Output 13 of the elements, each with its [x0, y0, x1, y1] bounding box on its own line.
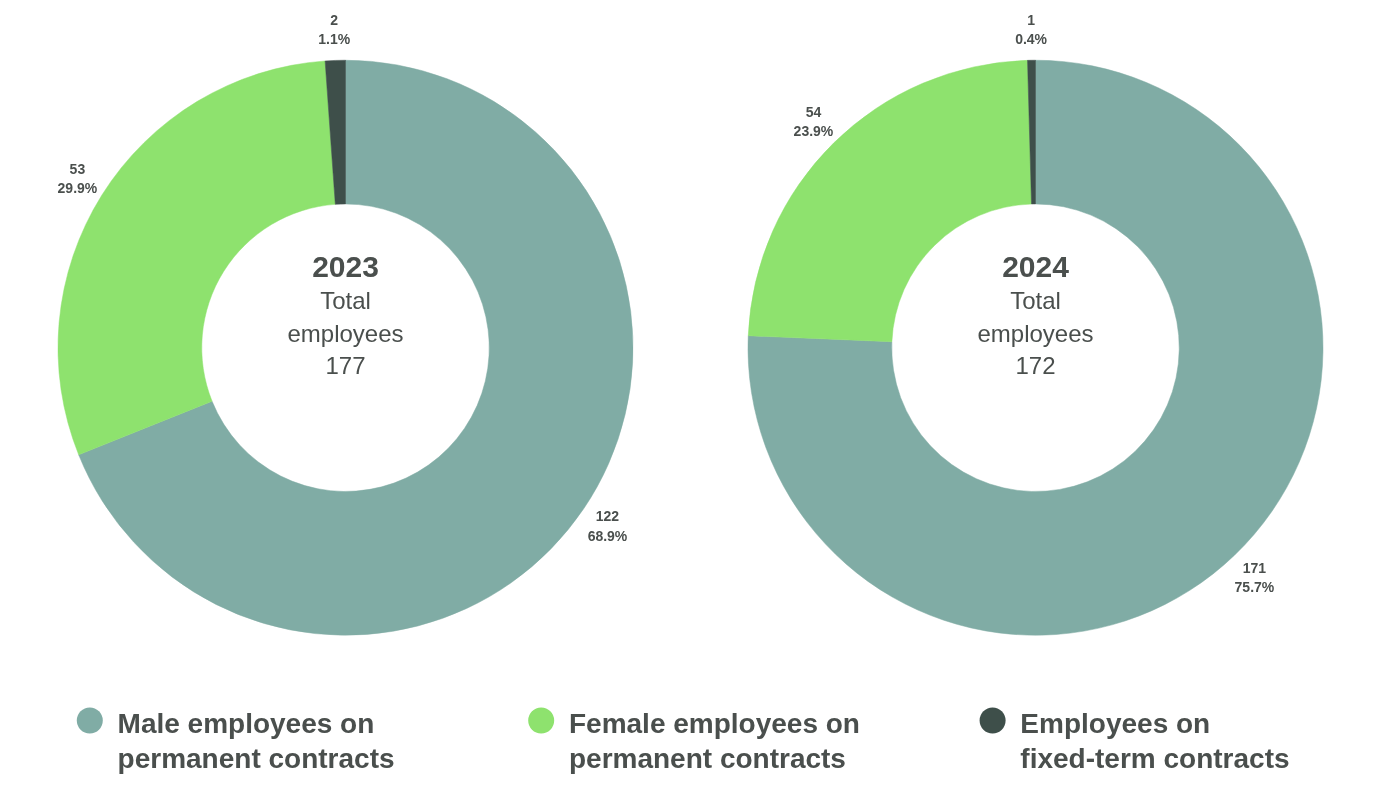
data-label: 54 23.9%: [793, 103, 834, 139]
data-label: 171 75.7%: [1234, 559, 1275, 596]
text: Total employees 177: [287, 287, 404, 380]
data-label: 53 29.9%: [57, 161, 98, 197]
legend-label: Employees on fixed-term contracts: [1020, 707, 1290, 775]
text: 2024: [1002, 249, 1070, 283]
legend-label: Male employees on permanent contracts: [117, 707, 395, 775]
legend-label: Female employees on permanent contracts: [568, 707, 860, 775]
text: 2023: [312, 249, 379, 283]
text: Total employees 172: [977, 287, 1094, 380]
data-label: 2 1.1%: [318, 12, 351, 48]
data-label: 122 68.9%: [587, 508, 628, 544]
data-label: 1 0.4%: [1015, 11, 1048, 48]
